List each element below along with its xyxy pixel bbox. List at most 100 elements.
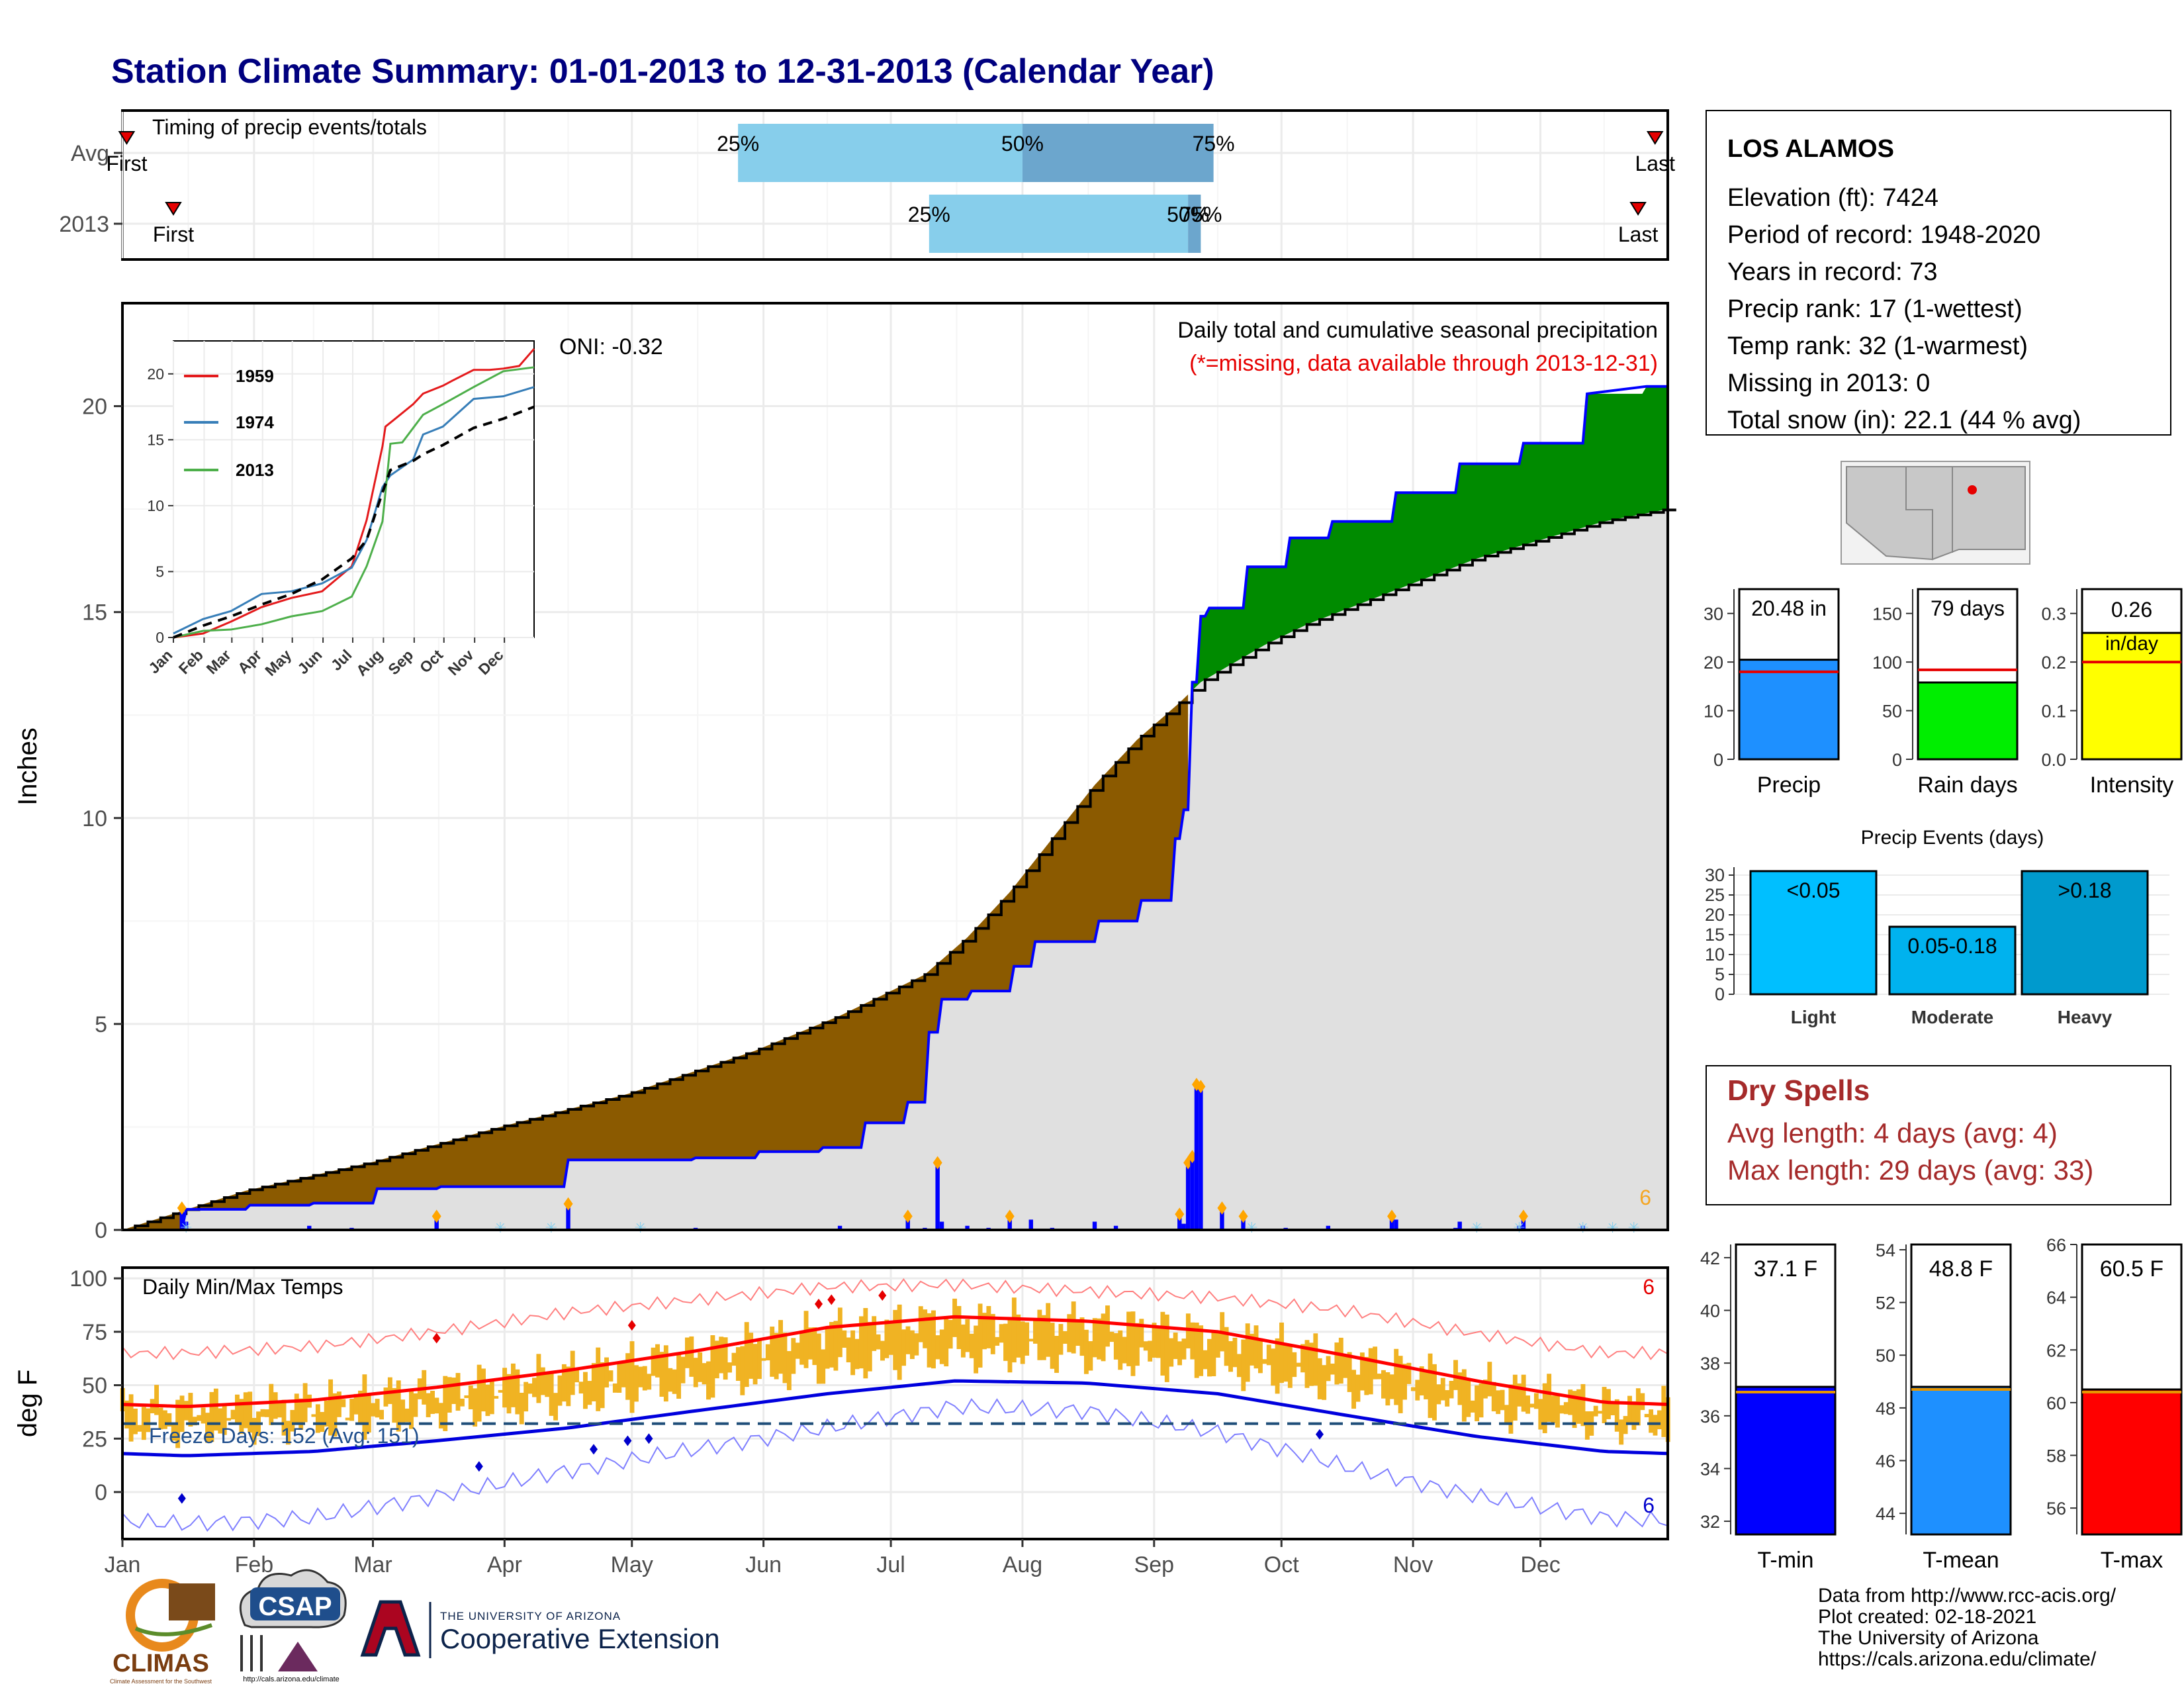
daily-temp-range	[1559, 1405, 1565, 1414]
daily-precip-bar	[1457, 1221, 1462, 1230]
daily-temp-range	[1101, 1313, 1106, 1362]
daily-temp-range	[1424, 1370, 1429, 1399]
timing-2013-last-marker	[1629, 202, 1647, 216]
snow-marker: ✳	[1513, 1219, 1525, 1236]
daily-temp-range	[837, 1307, 842, 1358]
timing-2013-q25-q50	[929, 195, 1189, 253]
daily-precip-bar	[935, 1164, 940, 1230]
daily-temp-range	[1041, 1315, 1046, 1360]
daily-temp-range	[1606, 1389, 1611, 1419]
daily-temp-range	[1355, 1374, 1361, 1402]
daily-temp-range	[213, 1388, 218, 1431]
daily-temp-range	[923, 1309, 928, 1348]
timing-2013-label-1: 50%	[1167, 203, 1209, 226]
temp-summary-tick: 34	[1700, 1459, 1720, 1479]
daily-temp-range	[604, 1357, 609, 1387]
daily-temp-range	[1368, 1348, 1373, 1395]
daily-temp-range	[1228, 1341, 1233, 1372]
daily-temp-range	[1389, 1374, 1394, 1399]
daily-temp-range	[336, 1391, 341, 1417]
daily-temp-range	[455, 1373, 461, 1411]
daily-temp-range	[723, 1337, 728, 1380]
temp-summary-t-min: 32 34 36 38 40 42 37.1 F T-min	[1700, 1243, 1837, 1573]
footer-created: Plot created: 02-18-2021	[1818, 1606, 2036, 1628]
csap-logo: CSAP http://cals.arizona.edu/climate	[239, 1569, 347, 1683]
record-low-marker	[177, 1493, 186, 1504]
inset-lines	[173, 348, 535, 639]
daily-temp-range	[1156, 1327, 1161, 1358]
daily-temp-range	[1122, 1336, 1127, 1364]
daily-temp-range	[1347, 1352, 1352, 1392]
daily-precip-bars: ✳ ✳ ✳ ✳ ✳ ✳ ✳ ✳ ✳ ✳	[177, 1078, 1640, 1236]
record-high-marker	[815, 1298, 823, 1309]
daily-temp-range	[1529, 1403, 1535, 1408]
average-cumulative-line	[122, 508, 1676, 1231]
daily-temp-range	[867, 1322, 872, 1372]
daily-temp-range	[786, 1351, 792, 1391]
daily-temp-range	[629, 1341, 635, 1413]
record-high-marker	[627, 1320, 636, 1331]
month-tick-dec: Dec	[1520, 1552, 1560, 1577]
daily-temp-range	[1304, 1340, 1310, 1388]
daily-temp-range	[1508, 1384, 1514, 1434]
events-category: Light	[1791, 1007, 1836, 1027]
daily-temp-range	[778, 1320, 783, 1374]
daily-temp-range	[633, 1365, 639, 1402]
timing-2013-label-0: 25%	[908, 203, 950, 226]
temp-summary-tick: 56	[2046, 1499, 2066, 1519]
daily-temp-range	[749, 1333, 754, 1379]
precip-ytick: 5	[95, 1012, 107, 1037]
month-tick-oct: Oct	[1264, 1552, 1299, 1577]
dry-spells-title: Dry Spells	[1727, 1074, 1870, 1107]
daily-temp-range	[1262, 1359, 1267, 1364]
daily-temp-range	[1551, 1395, 1556, 1423]
inset-line-2013	[173, 366, 535, 639]
daily-temp-range	[502, 1368, 508, 1408]
daily-temp-range	[574, 1368, 580, 1383]
inset-line-1959	[173, 348, 535, 639]
inset-line-average	[173, 405, 535, 639]
daily-temp-range	[1402, 1364, 1407, 1400]
daily-temp-range	[591, 1363, 596, 1402]
events-bar-label: 0.05-0.18	[1907, 934, 1997, 958]
daily-temp-range	[918, 1306, 923, 1342]
snow-marker: ✳	[1471, 1219, 1482, 1236]
daily-temp-range	[663, 1345, 668, 1402]
location-map	[1841, 461, 2030, 565]
daily-temp-range	[1373, 1346, 1378, 1380]
precip-areas	[122, 385, 1676, 1231]
daily-temp-range	[459, 1398, 465, 1407]
daily-temp-range	[1598, 1411, 1603, 1414]
daily-temp-range	[1169, 1338, 1174, 1367]
daily-temp-range	[294, 1393, 299, 1425]
daily-temp-range	[1533, 1393, 1539, 1409]
daily-temp-range	[1300, 1344, 1306, 1373]
daily-temp-range	[1032, 1321, 1038, 1344]
daily-temp-range	[545, 1372, 550, 1397]
timing-avg-first-label: First	[106, 152, 147, 175]
station-info: LOS ALAMOS Elevation (ft): 7424 Period of…	[1706, 110, 2171, 436]
temp-summary-tick: 54	[1876, 1241, 1895, 1260]
daily-temp-range	[995, 1336, 1000, 1346]
temp-summary-tick: 36	[1700, 1407, 1720, 1427]
daily-precip-bar	[307, 1225, 312, 1230]
daily-temp-range	[1313, 1333, 1318, 1386]
station-info-line: Years in record: 73	[1727, 258, 1938, 286]
daily-temp-range	[1232, 1337, 1238, 1368]
daily-precip-bar	[1521, 1217, 1526, 1230]
daily-temp-range	[409, 1389, 414, 1429]
daily-temp-range	[1257, 1340, 1263, 1374]
daily-temp-range	[1580, 1383, 1586, 1427]
daily-temp-range	[1482, 1380, 1488, 1399]
freeze-days: Freeze Days: 152 (Avg: 151)	[149, 1424, 420, 1448]
record-low-count: 6	[1643, 1493, 1655, 1517]
observed-cumulative-line	[122, 385, 1668, 1231]
daily-temp-range	[1449, 1380, 1454, 1399]
daily-temp-range	[188, 1393, 193, 1427]
events-ytick: 5	[1715, 964, 1725, 984]
daily-temp-range	[443, 1376, 448, 1431]
daily-temp-range	[909, 1330, 915, 1360]
heavy-precip-marker	[903, 1209, 913, 1223]
daily-temp-range	[901, 1329, 907, 1366]
daily-temp-range	[1160, 1311, 1165, 1376]
